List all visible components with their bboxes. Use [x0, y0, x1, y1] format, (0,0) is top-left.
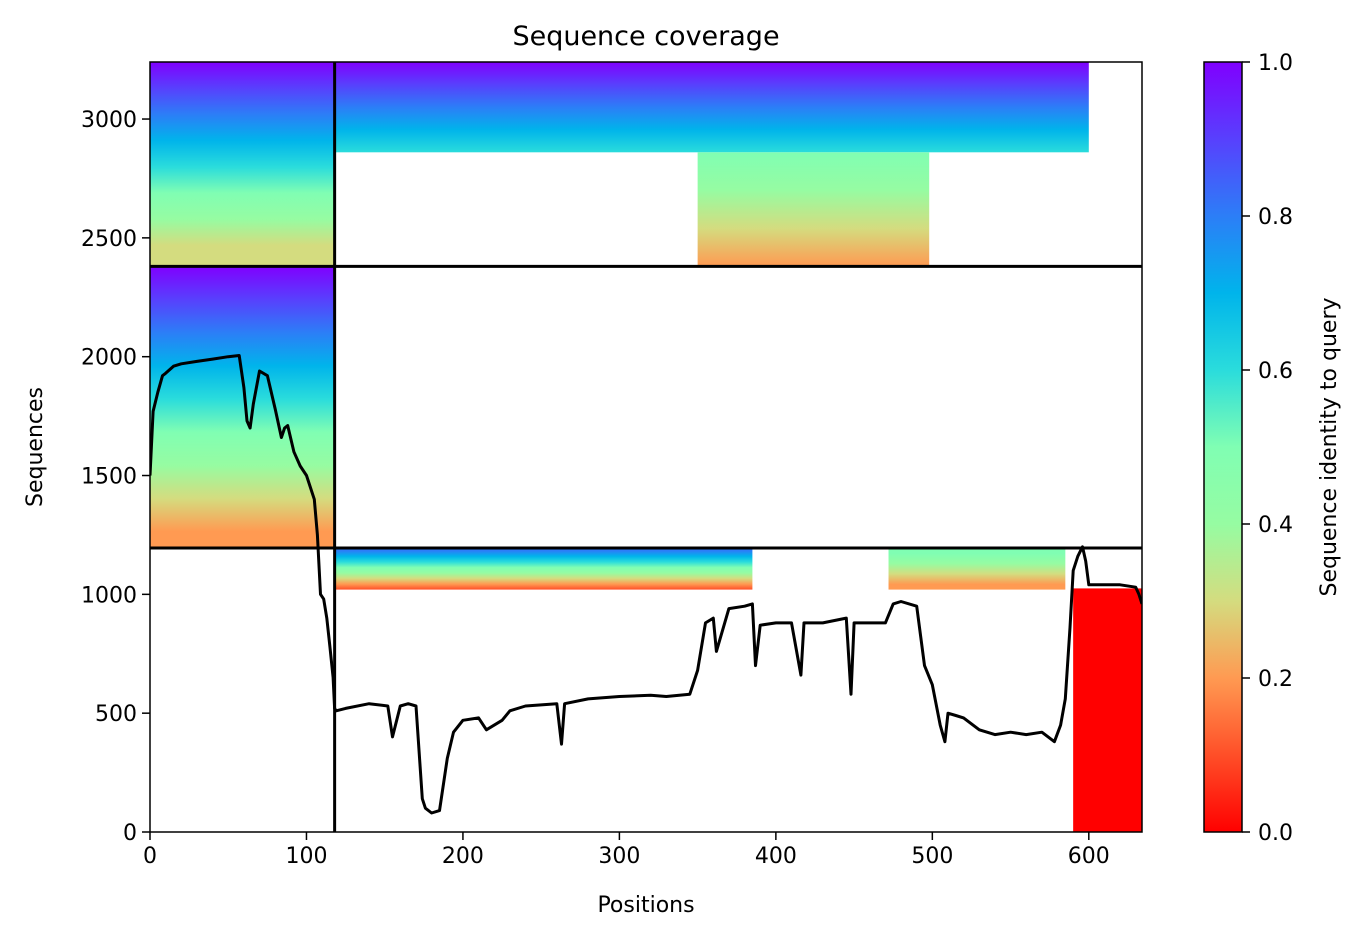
segment-dividers: [150, 62, 1142, 832]
x-tick-label: 200: [442, 844, 484, 869]
coverage-line-layer: [150, 354, 1142, 815]
coverage-line: [150, 354, 1142, 815]
colorbar-tick-label: 0.4: [1258, 513, 1293, 538]
coverage-block: [888, 548, 1066, 590]
coverage-block: [697, 152, 930, 267]
coverage-block: [150, 62, 335, 267]
y-tick-label: 1000: [81, 583, 137, 608]
x-tick-label: 0: [143, 844, 157, 869]
coverage-block: [1073, 588, 1142, 832]
y-tick-label: 3000: [81, 108, 137, 133]
x-tick-label: 500: [911, 844, 953, 869]
colorbar-tick-label: 1.0: [1258, 51, 1293, 76]
x-tick-label: 400: [755, 844, 797, 869]
colorbar-ticks: 0.0 0.2 0.4 0.6 0.8 1.0: [1242, 51, 1293, 846]
y-tick-label: 2000: [81, 346, 137, 371]
y-tick-label: 2500: [81, 227, 137, 252]
coverage-block: [150, 266, 335, 549]
coverage-block: [334, 62, 1089, 153]
colorbar: [1203, 61, 1243, 833]
y-tick-label: 500: [95, 702, 137, 727]
x-tick-label: 300: [598, 844, 640, 869]
colorbar-tick-label: 0.2: [1258, 667, 1293, 692]
y-axis-ticks: 0 500 1000 1500 2000 2500 3000: [81, 108, 150, 846]
x-axis-ticks: 0 100 200 300 400 500 600: [143, 832, 1110, 869]
y-tick-label: 1500: [81, 465, 137, 490]
chart-title: Sequence coverage: [512, 21, 779, 52]
plot-frame: [149, 61, 1143, 833]
x-tick-label: 100: [285, 844, 327, 869]
x-axis-label: Positions: [597, 893, 694, 918]
y-axis-label: Sequences: [23, 387, 48, 507]
coverage-blocks: [150, 62, 1142, 832]
colorbar-tick-label: 0.0: [1258, 821, 1293, 846]
coverage-block: [334, 548, 753, 590]
colorbar-label: Sequence identity to query: [1317, 297, 1342, 596]
y-tick-label: 0: [123, 821, 137, 846]
x-tick-label: 600: [1068, 844, 1110, 869]
colorbar-tick-label: 0.8: [1258, 205, 1293, 230]
colorbar-tick-label: 0.6: [1258, 359, 1293, 384]
